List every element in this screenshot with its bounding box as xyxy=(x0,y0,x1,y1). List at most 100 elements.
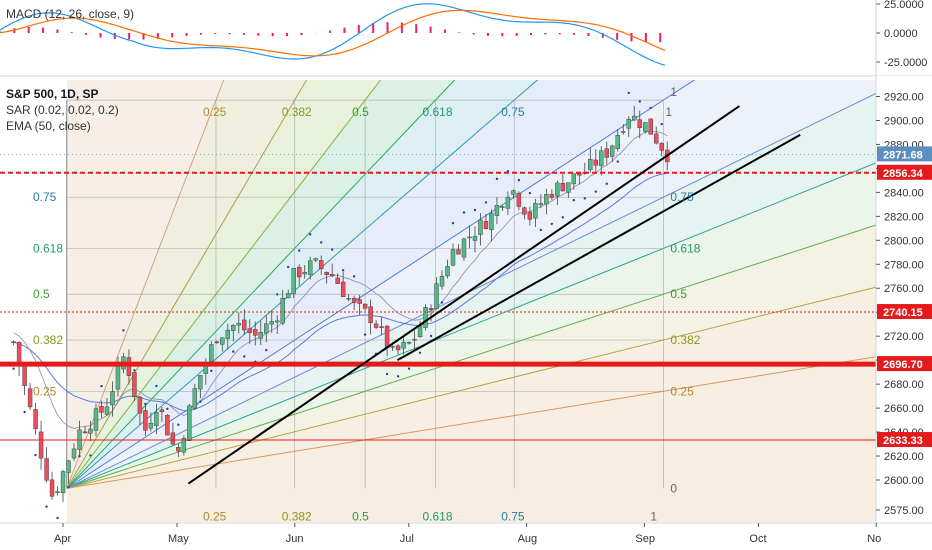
candle xyxy=(599,150,604,167)
fan-left-blank xyxy=(0,80,67,522)
candle xyxy=(307,260,313,275)
candle xyxy=(165,414,170,436)
fan-zone-6 xyxy=(66,80,876,489)
sar-dot xyxy=(528,191,532,195)
sar-dot xyxy=(330,248,334,251)
macd-price-axis[interactable]: 25.0000 0.0000 -25.0000 xyxy=(875,0,927,76)
candle xyxy=(269,320,274,325)
price-tick-label: 2660.00 xyxy=(884,403,924,415)
candlestick-series xyxy=(11,105,670,503)
candle xyxy=(258,332,263,339)
price-tick-label: 2820.00 xyxy=(884,211,924,223)
level-badge xyxy=(877,356,932,372)
candle xyxy=(236,323,241,326)
candle xyxy=(538,203,544,206)
candle xyxy=(423,307,428,328)
candle xyxy=(82,431,88,434)
fan-ray-9 xyxy=(66,286,876,489)
current-price-badge-label: 2871.68 xyxy=(883,149,923,161)
fan-ray-8 xyxy=(66,224,876,489)
sar-dot xyxy=(122,329,125,332)
candle xyxy=(22,366,27,386)
candle xyxy=(434,283,439,310)
time-axis[interactable]: Apr May Jun Jul Aug Sep Oct No xyxy=(54,523,881,545)
candle xyxy=(71,448,77,459)
sar-dot xyxy=(561,216,565,219)
time-tick-label: No xyxy=(867,533,881,545)
price-pane[interactable]: 0.25 0.382 0.5 0.618 0.75 1 0.25 0.382 0.5 0.618 0… xyxy=(0,0,932,523)
candle xyxy=(511,190,516,195)
candle xyxy=(461,238,467,258)
candle xyxy=(346,298,351,300)
fan-ray-6 xyxy=(66,92,876,489)
sar-dot xyxy=(199,400,202,403)
candle xyxy=(159,409,165,412)
sar-dot xyxy=(12,367,15,370)
fib-left-label: 0.75 xyxy=(33,190,57,204)
candle xyxy=(472,236,478,241)
sar-dot xyxy=(462,211,466,214)
price-tick-label: 2720.00 xyxy=(884,331,924,343)
candle xyxy=(38,431,44,459)
candle xyxy=(412,339,417,341)
candle xyxy=(456,249,461,255)
price-legend-line: S&P 500, 1D, SP xyxy=(6,87,99,101)
candle xyxy=(483,221,489,229)
candle xyxy=(659,143,664,151)
time-tick-label: Oct xyxy=(749,533,766,545)
candle xyxy=(428,308,434,310)
fib-right-label: 0.25 xyxy=(670,384,694,398)
time-tick-label: Apr xyxy=(54,533,71,545)
time-tick-label: Jul xyxy=(400,533,414,545)
candle xyxy=(368,306,373,324)
macd-pane[interactable]: MACD (12, 26, close, 9) 25.0000 0.0000 -25… xyxy=(0,0,927,76)
candle xyxy=(253,329,258,336)
candle xyxy=(384,325,390,348)
sar-dot xyxy=(572,198,576,202)
fib-top-label: 1 xyxy=(665,105,672,119)
sar-dot xyxy=(232,350,235,353)
sar-dot xyxy=(177,423,180,426)
candle xyxy=(505,197,511,209)
sar-dot xyxy=(638,100,641,103)
sar-dot xyxy=(407,367,411,370)
fan-zone-bottom xyxy=(66,356,876,522)
fib-speed-resistance-fan xyxy=(0,80,876,522)
candle xyxy=(192,388,198,409)
candle xyxy=(588,158,593,171)
candle xyxy=(555,182,560,197)
price-tick-label: 2800.00 xyxy=(884,235,924,247)
candle xyxy=(209,344,214,362)
price-tick-label: 2600.00 xyxy=(884,475,924,487)
sar-dot xyxy=(594,190,597,193)
candle xyxy=(340,281,346,297)
level-badge xyxy=(877,164,932,180)
candle xyxy=(214,341,220,344)
sar-dot xyxy=(56,516,59,520)
candle xyxy=(27,388,33,408)
candle xyxy=(297,266,302,278)
candle xyxy=(148,423,154,429)
candle xyxy=(439,275,445,287)
price-tick-label: 2840.00 xyxy=(884,187,924,199)
ma-path xyxy=(13,130,668,429)
candle xyxy=(324,271,329,275)
horizontal-levels xyxy=(0,154,876,441)
candle xyxy=(643,122,648,132)
sar-dot xyxy=(473,208,477,212)
trendline-1 xyxy=(396,133,801,362)
candle xyxy=(500,206,505,208)
sar-dot xyxy=(89,454,92,457)
candle xyxy=(522,207,527,215)
trendlines xyxy=(187,105,801,485)
candle xyxy=(467,236,472,239)
time-tick-label: Sep xyxy=(635,533,655,545)
time-tick-label: Jun xyxy=(286,533,304,545)
level-badge-label: 2740.15 xyxy=(883,307,923,319)
candle xyxy=(176,447,181,452)
candle xyxy=(55,491,60,494)
sar-dot xyxy=(396,375,400,378)
candle xyxy=(286,293,291,299)
candle xyxy=(406,342,412,344)
